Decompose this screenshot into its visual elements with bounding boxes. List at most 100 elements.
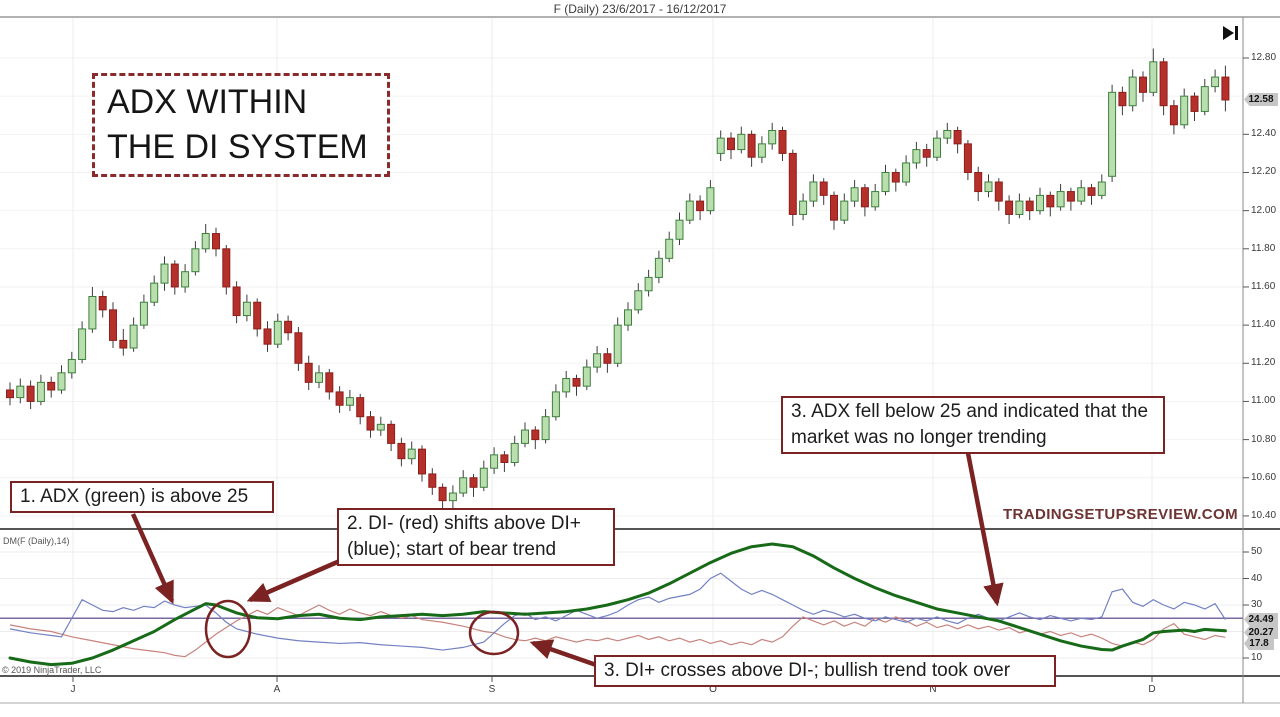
candle-body — [613, 324, 622, 364]
candle-body — [1046, 194, 1055, 208]
go-to-end-icon[interactable] — [1222, 25, 1242, 42]
callout-text: 1. ADX (green) is above 25 — [20, 486, 249, 507]
candle-body — [479, 467, 488, 488]
candle-body — [562, 378, 571, 393]
callout-di-minus-shift: 2. DI- (red) shifts above DI+ (blue); st… — [337, 508, 615, 567]
month-label: S — [488, 684, 496, 695]
candle-body — [232, 286, 241, 317]
candle-body — [1159, 61, 1168, 107]
candle-body — [634, 290, 643, 311]
candle-body — [1056, 191, 1065, 208]
candle-body — [624, 309, 632, 326]
candle-body — [1200, 86, 1209, 112]
candle-body — [665, 238, 674, 259]
candle-body — [201, 233, 210, 250]
month-label: O — [709, 684, 717, 695]
price-tick-label: 12.40 — [1251, 128, 1277, 140]
price-tick-label: 10.80 — [1251, 433, 1277, 445]
candle-body — [974, 171, 983, 193]
price-tick-label: 11.80 — [1251, 242, 1276, 254]
candle-body — [788, 152, 797, 215]
candle-body — [242, 301, 251, 317]
candle-body — [263, 328, 272, 345]
candle-body — [654, 257, 663, 278]
price-tick-label: 12.00 — [1251, 204, 1277, 216]
dm-indicator-label: DM(F (Daily),14) — [3, 536, 70, 546]
candle-body — [418, 448, 426, 475]
candle-body — [830, 194, 838, 221]
callout-di-plus-cross: 3. DI+ crosses above DI-; bullish trend … — [594, 655, 1056, 688]
di-plus-value-tag: 24.49 — [1244, 613, 1278, 626]
candle-body — [1180, 95, 1189, 126]
candle-body — [356, 397, 365, 418]
candle-body — [304, 362, 313, 383]
candle-body — [150, 282, 159, 303]
candle-body — [819, 181, 828, 196]
candle-body — [16, 385, 25, 399]
candle-body — [325, 372, 334, 393]
candle-body — [109, 309, 117, 341]
candle-body — [1118, 91, 1127, 107]
candle-body — [531, 429, 540, 441]
candle-body — [47, 381, 56, 391]
heading-text: ADX WITHIN THE DI SYSTEM — [107, 83, 368, 166]
month-label: N — [929, 684, 937, 695]
adx-line — [8, 542, 1227, 667]
candle-body — [644, 276, 653, 292]
copyright-text: © 2019 NinjaTrader, LLC — [2, 665, 102, 675]
candle-body — [1128, 76, 1137, 107]
candle-body — [1025, 200, 1034, 212]
candle-body — [397, 442, 406, 460]
callout-adx-above-25: 1. ADX (green) is above 25 — [10, 481, 274, 514]
candle-body — [212, 233, 220, 250]
candle-body — [953, 130, 962, 145]
candle-body — [253, 301, 262, 330]
candle-body — [273, 320, 282, 345]
dm-tick-label: 30 — [1251, 599, 1263, 610]
candle-body — [902, 162, 911, 183]
dm-tick-label: 50 — [1251, 546, 1263, 557]
candle-body — [860, 187, 869, 208]
candle-body — [170, 263, 179, 288]
candle-body — [294, 332, 303, 364]
candle-body — [922, 149, 931, 158]
candle-body — [943, 130, 952, 139]
di-plus-line — [9, 572, 1226, 651]
page-title: F (Daily) 23/6/2017 - 16/12/2017 — [553, 2, 727, 16]
candle-body — [891, 171, 900, 183]
candle-body — [1149, 61, 1158, 93]
heading-box: ADX WITHIN THE DI SYSTEM — [92, 73, 390, 177]
candle-body — [387, 423, 396, 444]
candle-body — [840, 200, 849, 221]
candle-body — [36, 381, 45, 402]
price-tick-label: 12.80 — [1251, 52, 1277, 63]
candle-body — [1087, 187, 1096, 196]
month-label: J — [70, 684, 76, 695]
candle-body — [521, 429, 529, 444]
candle-body — [6, 389, 14, 399]
candle-body — [994, 181, 1003, 202]
candle-body — [438, 486, 447, 502]
candle-body — [335, 391, 344, 406]
candle-body — [675, 219, 684, 240]
candle-body — [428, 473, 437, 488]
price-tick-label: 10.40 — [1251, 509, 1277, 521]
candle-body — [1190, 95, 1199, 112]
candle-body — [1077, 187, 1086, 202]
candle-body — [809, 181, 818, 202]
dm-tick-label: 40 — [1251, 572, 1263, 584]
candle-body — [716, 137, 725, 154]
price-tick-label: 11.20 — [1251, 357, 1276, 369]
candle-body — [1066, 191, 1075, 202]
candle-body — [912, 149, 921, 164]
price-tick-label: 11.00 — [1251, 395, 1276, 407]
price-tick-label: 11.60 — [1251, 280, 1276, 292]
di-minus-value-tag: 17.8 — [1244, 637, 1274, 650]
month-label: D — [1148, 684, 1156, 695]
adx-value-tag: 20.27 — [1244, 626, 1278, 639]
month-label: A — [273, 684, 281, 695]
candle-body — [57, 372, 66, 391]
candle-body — [345, 397, 354, 406]
candle-body — [799, 200, 808, 215]
